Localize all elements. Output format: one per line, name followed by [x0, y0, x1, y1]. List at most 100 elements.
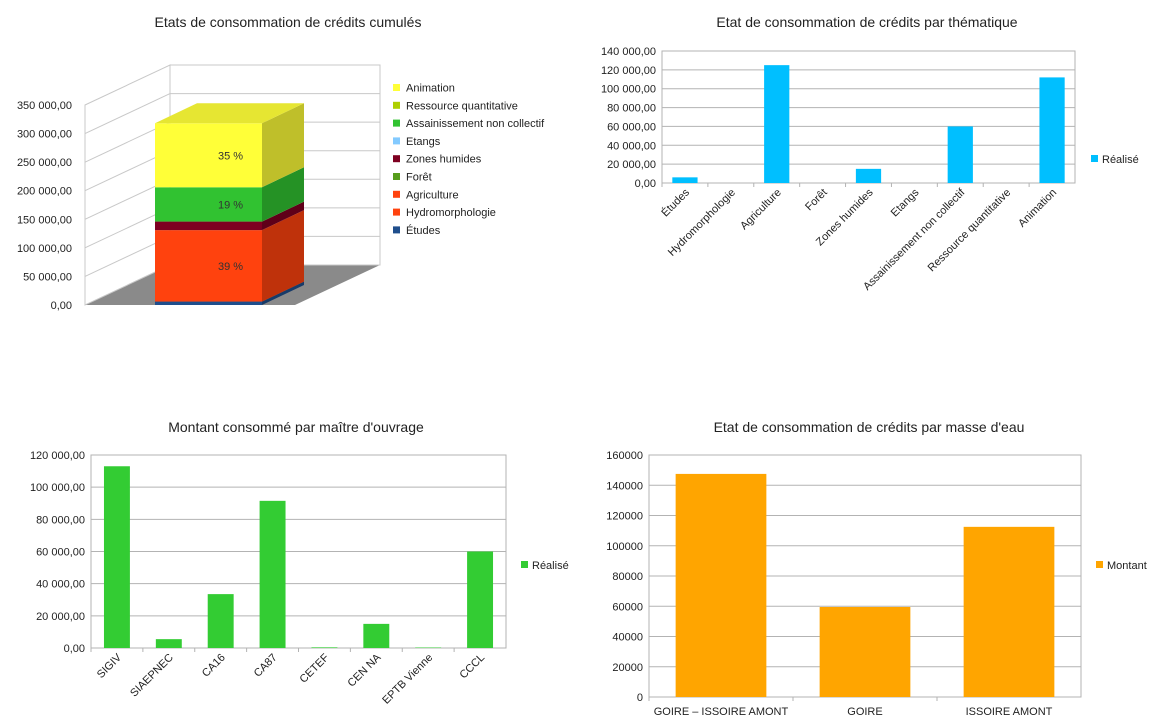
legend-swatch-animation: [393, 84, 400, 91]
legend-swatch-realise: [521, 561, 528, 568]
y-tick-label: 20000: [612, 662, 643, 674]
legend-label-animation: Animation: [406, 83, 455, 95]
y-tick-label: 80 000,00: [36, 514, 85, 526]
y-tick-label: 20 000,00: [607, 159, 656, 171]
bar-issoire-amont: [964, 527, 1055, 697]
x-tick-label-ca87: CA87: [252, 652, 280, 680]
data-label-animation: 35 %: [218, 150, 243, 162]
y-tick-label: 140000: [606, 480, 643, 492]
bar-siaepnec: [156, 639, 182, 648]
chart-title: Montant consommé par maître d'ouvrage: [168, 419, 424, 435]
x-tick-label-issoire-amont: ISSOIRE AMONT: [966, 706, 1053, 718]
y-tick-label: 0,00: [51, 300, 72, 312]
y-tick-label: 160000: [606, 450, 643, 462]
bar-cccl: [467, 552, 493, 649]
bar-zones-humides: [856, 169, 881, 183]
legend-label-etangs: Etangs: [406, 136, 441, 148]
chart-title: Etat de consommation de crédits par mass…: [714, 419, 1025, 435]
bar-cetef: [311, 647, 337, 648]
legend-label-etudes: Études: [406, 224, 441, 237]
y-tick-label: 120 000,00: [601, 65, 656, 77]
y-tick-label: 100000: [606, 541, 643, 553]
bar-etudes: [672, 177, 697, 183]
legend-label-agriculture: Agriculture: [406, 189, 459, 201]
stack-segment-zones-humides-front: [155, 222, 262, 231]
y-tick-label: 300 000,00: [17, 129, 72, 141]
y-tick-label: 140 000,00: [601, 46, 656, 58]
stack-segment-agriculture-front: [155, 230, 262, 301]
bar-assainissement-non-collectif: [948, 126, 973, 183]
y-tick-label: 60000: [612, 601, 643, 613]
stack-segment-etudes-front: [155, 302, 262, 305]
y-tick-label: 100 000,00: [601, 84, 656, 96]
bar-agriculture: [764, 65, 789, 183]
y-tick-label: 0: [637, 692, 643, 704]
y-tick-label: 50 000,00: [23, 271, 72, 283]
x-tick-label-ressource-quantitative: Ressource quantitative: [926, 187, 1014, 275]
y-tick-label: 0,00: [64, 643, 85, 655]
y-tick-label: 100 000,00: [17, 243, 72, 255]
x-tick-label-siaepnec: SIAEPNEC: [128, 652, 176, 700]
x-tick-label-agriculture: Agriculture: [738, 187, 784, 233]
y-tick-label: 120000: [606, 511, 643, 523]
bar-cen-na: [363, 624, 389, 648]
x-tick-label-animation: Animation: [1016, 187, 1059, 230]
stack-segment-animation-front: [155, 123, 262, 187]
x-tick-label-cetef: CETEF: [298, 651, 332, 685]
legend-label-foret: Forêt: [406, 172, 432, 184]
y-tick-label: 350 000,00: [17, 100, 72, 112]
y-tick-label: 40 000,00: [36, 579, 85, 591]
legend-swatch-foret: [393, 173, 400, 180]
x-tick-label-goire-issoire-amont: GOIRE – ISSOIRE AMONT: [654, 706, 789, 718]
data-label-assainissement-non-collectif: 19 %: [218, 199, 243, 211]
y-tick-label: 60 000,00: [607, 121, 656, 133]
x-tick-label-cccl: CCCL: [458, 652, 488, 682]
bar-goire: [820, 607, 911, 697]
legend-swatch-etudes: [393, 226, 400, 233]
legend-label-hydromorphologie: Hydromorphologie: [406, 207, 496, 219]
legend-swatch-assainissement-non-collectif: [393, 120, 400, 127]
bar-ca87: [260, 501, 286, 648]
y-tick-label: 80000: [612, 571, 643, 583]
legend-swatch-ressource-quantitative: [393, 102, 400, 109]
legend-swatch-zones-humides: [393, 155, 400, 162]
x-tick-label-foret: Forêt: [803, 187, 830, 214]
legend-swatch-hydromorphologie: [393, 209, 400, 216]
y-tick-label: 0,00: [635, 178, 656, 190]
chart-title: Etat de consommation de crédits par thém…: [716, 14, 1017, 30]
data-label-agriculture: 39 %: [218, 261, 243, 273]
bar-goire-issoire-amont: [676, 474, 767, 697]
y-tick-label: 20 000,00: [36, 611, 85, 623]
y-tick-label: 100 000,00: [30, 482, 85, 494]
plot-area: [662, 51, 1075, 183]
y-tick-label: 150 000,00: [17, 214, 72, 226]
x-tick-label-eptb-vienne: EPTB Vienne: [380, 652, 435, 707]
bar-ca16: [208, 594, 234, 648]
legend-label-montant: Montant: [1107, 560, 1147, 572]
legend-label-realise: Réalisé: [532, 560, 569, 572]
bar-animation: [1039, 77, 1064, 183]
chart-title: Etats de consommation de crédits cumulés: [155, 14, 422, 30]
legend-swatch-realise: [1091, 155, 1098, 162]
stack-segment-assainissement-non-collectif-front: [155, 187, 262, 221]
x-tick-label-ca16: CA16: [200, 652, 228, 680]
legend-label-zones-humides: Zones humides: [406, 154, 482, 166]
x-tick-label-sigiv: SIGIV: [95, 651, 125, 681]
legend-swatch-montant: [1096, 561, 1103, 568]
y-tick-label: 120 000,00: [30, 450, 85, 462]
legend-swatch-agriculture: [393, 191, 400, 198]
x-tick-label-etangs: Etangs: [889, 186, 922, 219]
x-tick-label-cen-na: CEN NA: [346, 651, 384, 689]
bar-sigiv: [104, 466, 130, 648]
legend-label-assainissement-non-collectif: Assainissement non collectif: [406, 118, 545, 130]
x-tick-label-goire: GOIRE: [847, 706, 882, 718]
y-tick-label: 200 000,00: [17, 186, 72, 198]
y-tick-label: 250 000,00: [17, 157, 72, 169]
y-tick-label: 60 000,00: [36, 547, 85, 559]
x-tick-label-etudes: Études: [659, 186, 693, 220]
y-tick-label: 40000: [612, 632, 643, 644]
legend-label-realise: Réalisé: [1102, 154, 1139, 166]
y-tick-label: 40 000,00: [607, 140, 656, 152]
